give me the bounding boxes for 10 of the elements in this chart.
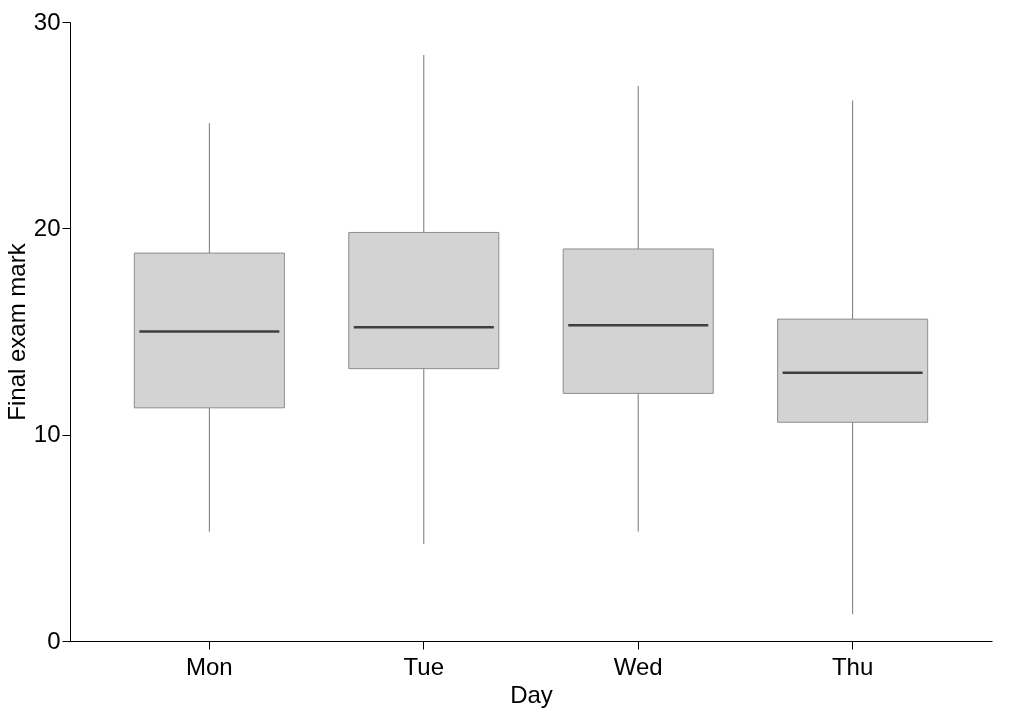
y-axis-title: Final exam mark — [2, 242, 30, 421]
y-tick-label: 10 — [33, 420, 61, 448]
y-tick-label: 20 — [33, 213, 61, 241]
x-axis-title: Day — [510, 680, 553, 708]
x-tick-label: Tue — [403, 652, 445, 680]
x-tick-label: Wed — [613, 652, 663, 680]
x-tick-label: Mon — [186, 652, 233, 680]
y-tick-label: 0 — [47, 626, 61, 654]
x-tick-label: Thu — [831, 652, 874, 680]
y-tick-label: 30 — [33, 7, 61, 35]
